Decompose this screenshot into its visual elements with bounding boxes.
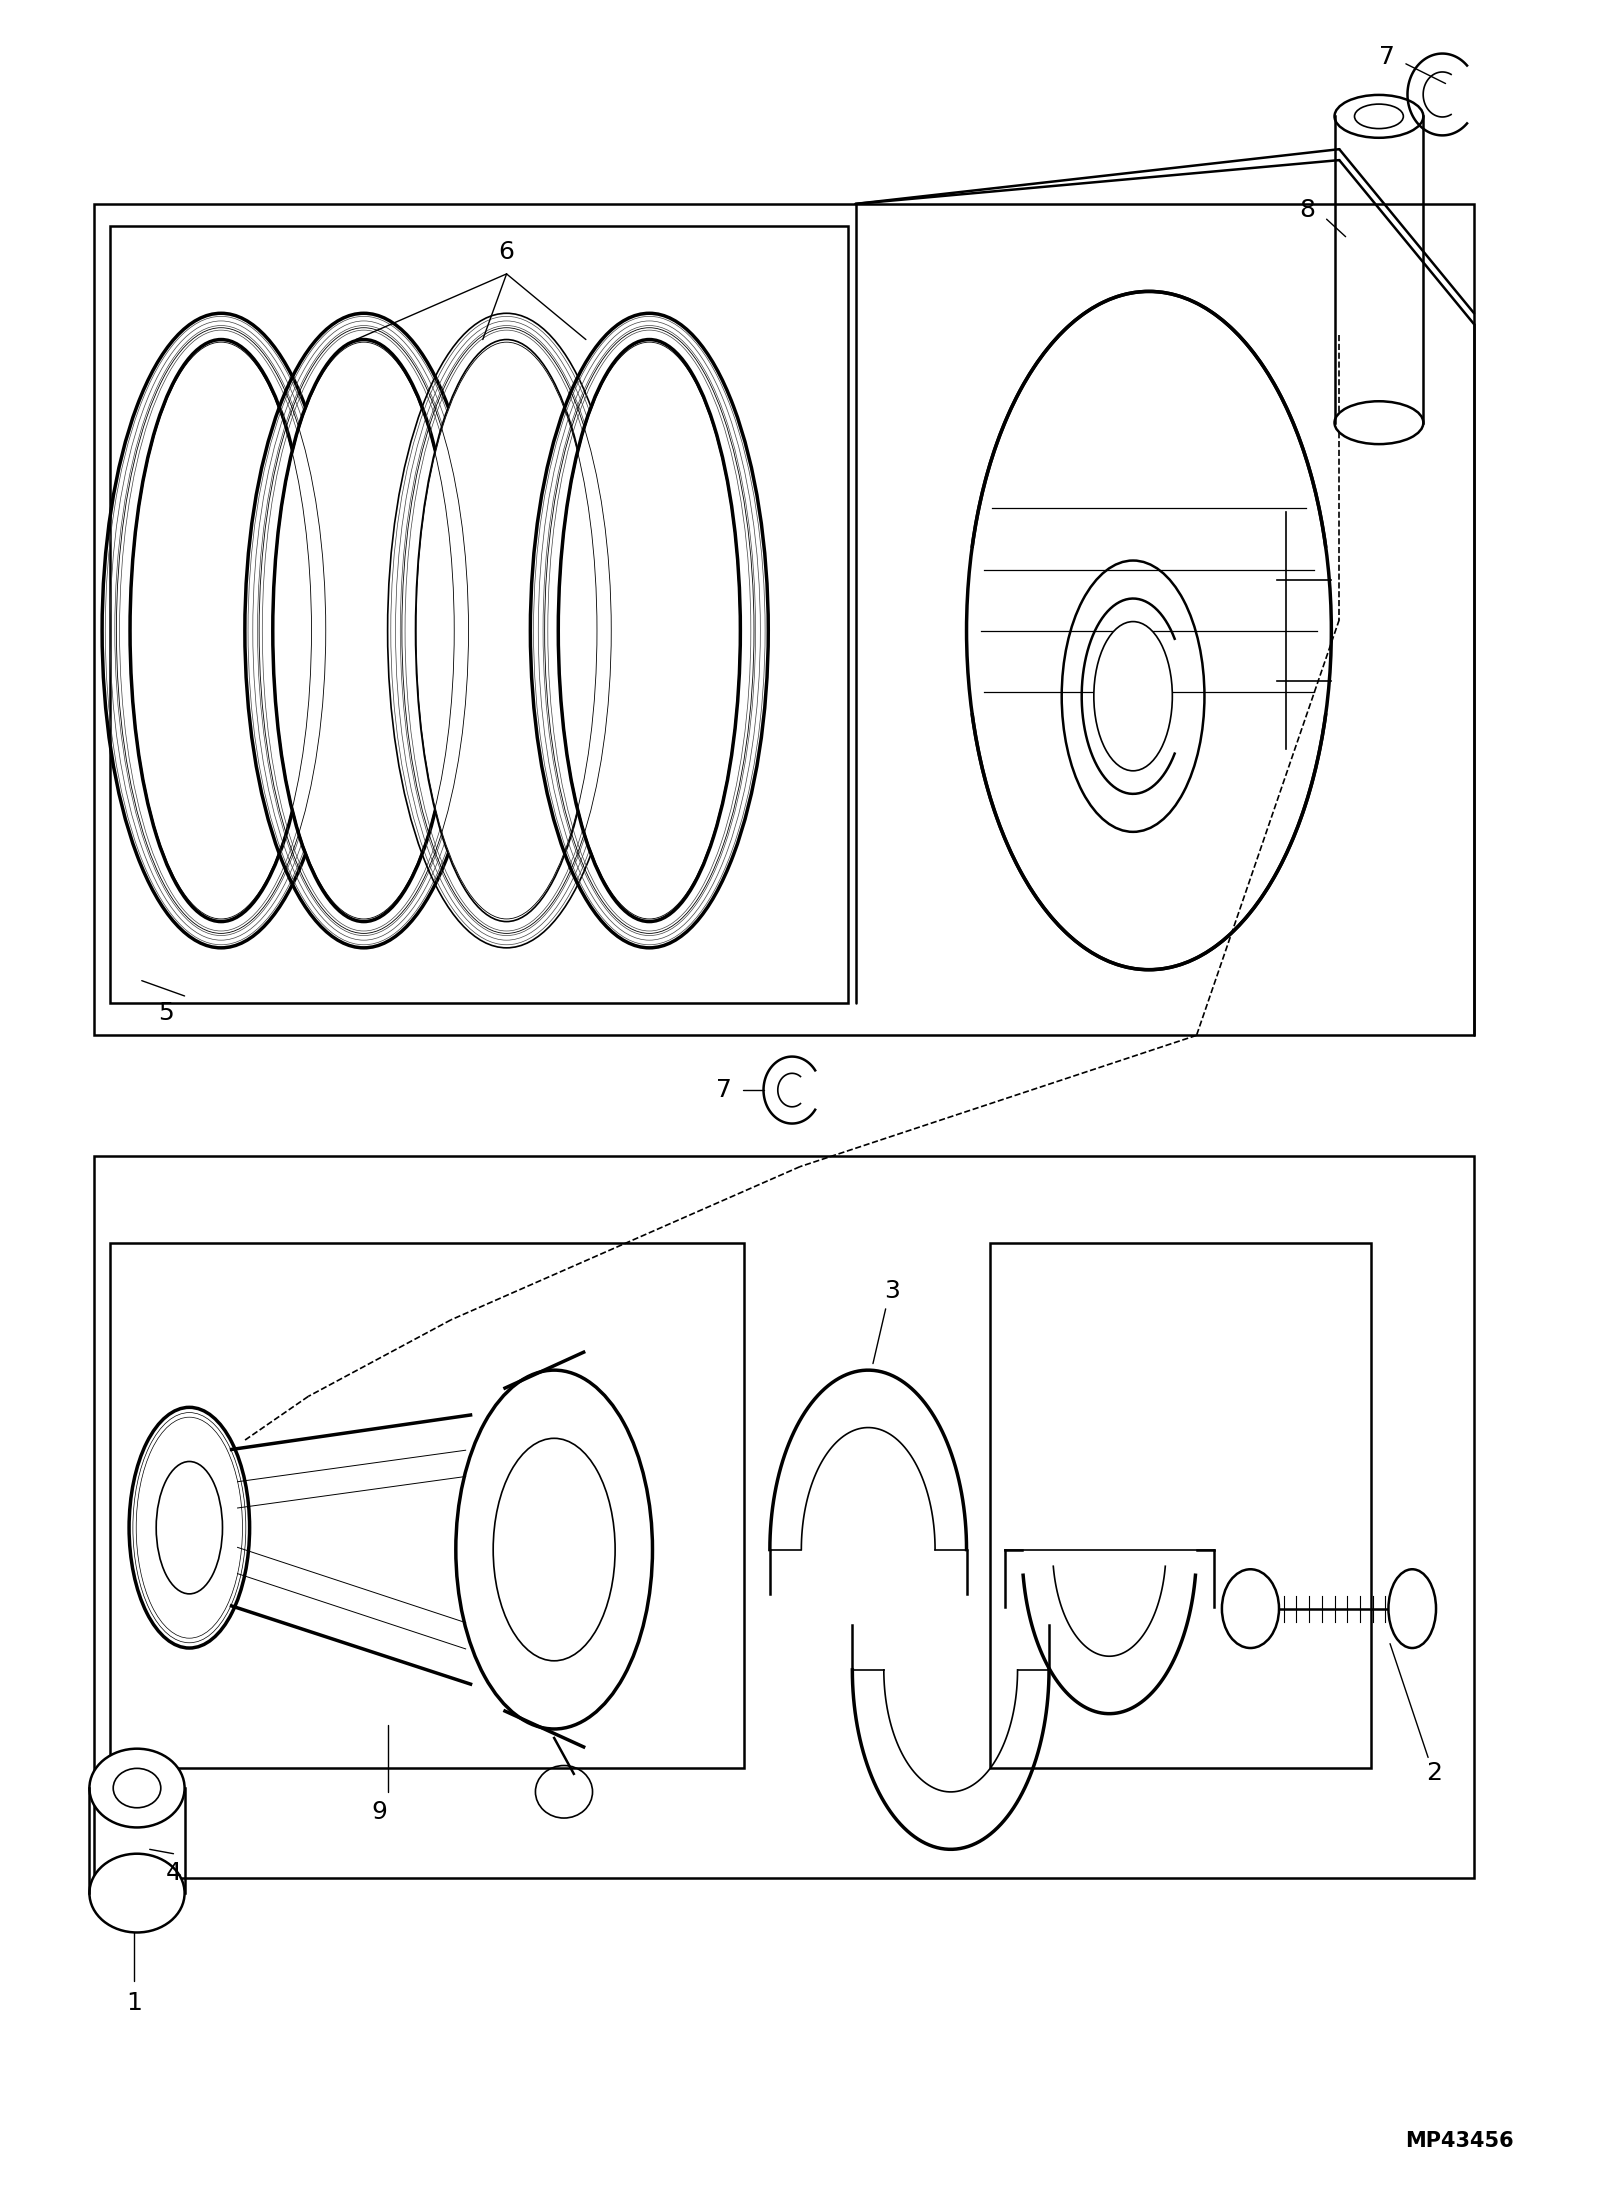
Ellipse shape [157, 1462, 222, 1594]
Bar [110, 1244, 744, 1768]
Text: 1: 1 [126, 1991, 142, 2015]
Ellipse shape [1062, 562, 1205, 832]
Text: 5: 5 [158, 1002, 173, 1026]
Text: 6: 6 [499, 240, 515, 264]
Ellipse shape [130, 1407, 250, 1647]
Ellipse shape [966, 291, 1331, 969]
Ellipse shape [1389, 1570, 1437, 1647]
Ellipse shape [90, 1748, 184, 1828]
Text: 2: 2 [1427, 1762, 1443, 1786]
Text: 4: 4 [165, 1861, 181, 1885]
Bar [990, 1244, 1371, 1768]
Ellipse shape [90, 1854, 184, 1933]
Bar [94, 1156, 1474, 1878]
Ellipse shape [1094, 621, 1173, 771]
Text: 3: 3 [885, 1279, 899, 1304]
Ellipse shape [130, 339, 312, 923]
Ellipse shape [272, 339, 454, 923]
Ellipse shape [1222, 1570, 1278, 1647]
Text: 9: 9 [371, 1801, 387, 1823]
Ellipse shape [416, 339, 598, 923]
Text: 8: 8 [1299, 198, 1315, 222]
Ellipse shape [456, 1370, 653, 1729]
Text: 7: 7 [1379, 46, 1395, 68]
Ellipse shape [1334, 95, 1424, 139]
Bar [94, 205, 1474, 1035]
Bar [110, 227, 848, 1002]
Text: 7: 7 [715, 1079, 731, 1101]
Ellipse shape [1334, 401, 1424, 445]
Ellipse shape [493, 1438, 614, 1660]
Ellipse shape [558, 339, 741, 923]
Text: MP43456: MP43456 [1405, 2132, 1514, 2151]
